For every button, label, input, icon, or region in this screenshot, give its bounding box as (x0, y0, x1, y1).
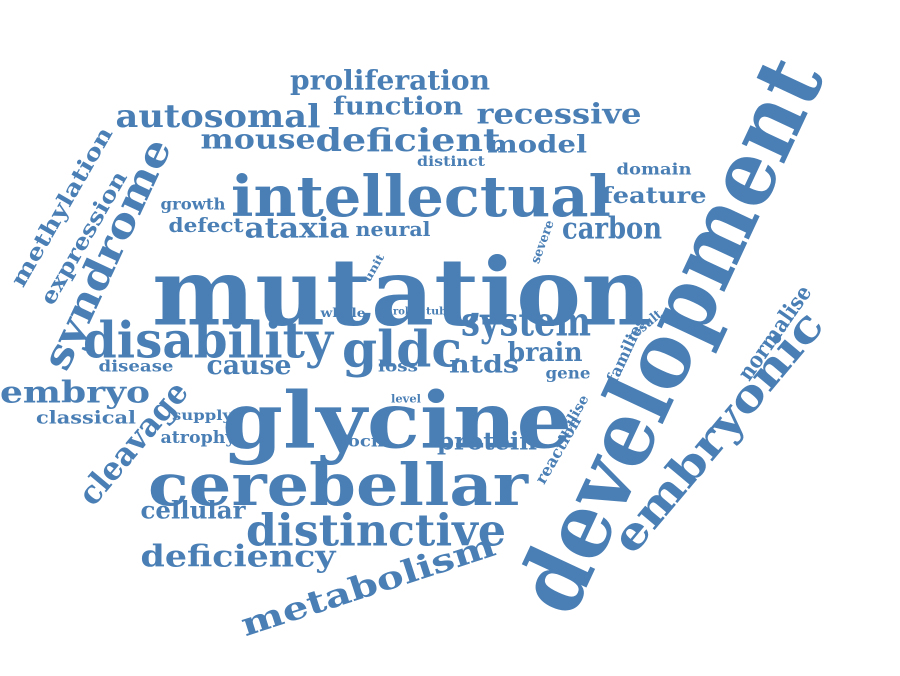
word-intellectual: intellectual (231, 164, 611, 230)
word-recessive: recessive (477, 98, 642, 131)
word-loss: loss (378, 357, 418, 376)
word-disability: disability (83, 311, 335, 370)
word-mutation: mutation (152, 238, 652, 347)
word-level: level (391, 393, 421, 406)
word-cerebellar: cerebellar (148, 451, 530, 519)
word-protein: protein (437, 427, 537, 456)
word-tube: tube (426, 307, 454, 318)
word-ntds: ntds (449, 350, 519, 379)
word-deficient: deficient (316, 121, 501, 159)
word-gene: gene (546, 364, 591, 383)
word-mouse: mouse (201, 125, 316, 156)
word-defect: defect (169, 213, 245, 237)
word-focm: focm (340, 432, 390, 451)
word-ataxia: ataxia (245, 212, 350, 245)
word-supply: supply (172, 408, 233, 424)
word-feature: feature (602, 183, 707, 209)
word-atrophy: atrophy (161, 428, 237, 448)
word-neural: neural (356, 217, 431, 241)
word-embryo: embryo (0, 376, 150, 411)
word-proliferation: proliferation (290, 66, 490, 97)
word-growth: growth (161, 195, 226, 214)
word-function: function (333, 92, 463, 121)
word-autosomal: autosomal (116, 97, 321, 135)
word-brain: brain (508, 338, 583, 368)
word-carbon: carbon (562, 212, 662, 247)
word-classical: classical (36, 408, 136, 429)
word-role: role (393, 307, 415, 318)
word-deficiency: deficiency (141, 540, 338, 575)
word-glycine: glycine (222, 376, 572, 467)
word-gldc: gldc (342, 320, 462, 379)
word-cloud-words: developmentmutationglycinecerebellarinte… (0, 40, 845, 644)
word-distinctive: distinctive (246, 506, 506, 557)
word-whole: whole (319, 306, 366, 320)
word-system: system (461, 299, 591, 346)
word-domain: domain (617, 160, 692, 179)
word-cellular: cellular (141, 496, 246, 525)
word-disease: disease (99, 357, 174, 376)
word-model: model (487, 130, 587, 159)
word-distinct: distinct (417, 154, 486, 170)
word-cause: cause (207, 351, 292, 381)
